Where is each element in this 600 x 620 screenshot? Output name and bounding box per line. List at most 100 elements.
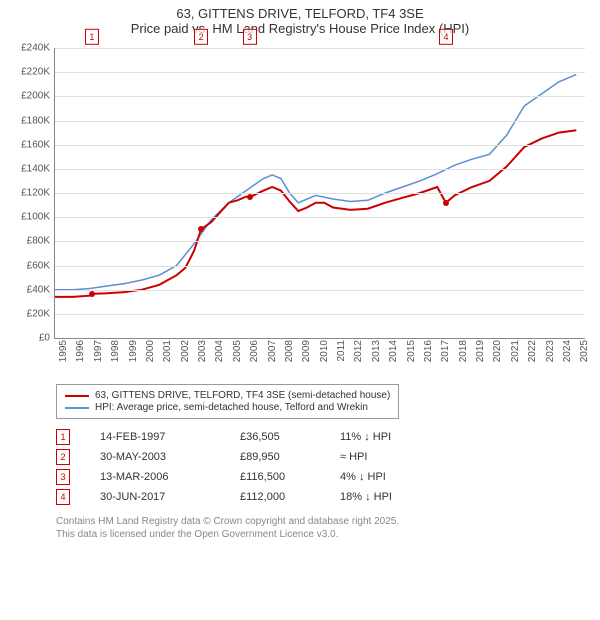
event-number: 4 <box>56 489 70 505</box>
x-axis-label: 2017 <box>440 340 451 370</box>
footer: Contains HM Land Registry data © Crown c… <box>56 515 600 547</box>
event-hpi: 4% ↓ HPI <box>340 471 460 483</box>
legend: 63, GITTENS DRIVE, TELFORD, TF4 3SE (sem… <box>56 384 399 419</box>
event-hpi: 18% ↓ HPI <box>340 491 460 503</box>
series-hpi <box>55 75 576 290</box>
x-axis-label: 2025 <box>579 340 590 370</box>
x-axis-label: 2009 <box>301 340 312 370</box>
marker-dot <box>198 226 204 232</box>
event-price: £112,000 <box>240 491 340 503</box>
x-axis-label: 2007 <box>267 340 278 370</box>
x-axis-label: 2004 <box>214 340 225 370</box>
legend-row: HPI: Average price, semi-detached house,… <box>65 402 390 413</box>
gridline <box>55 241 585 242</box>
x-axis-label: 2016 <box>423 340 434 370</box>
chart-area: 1234 £0 £20K £40K £60K £80K £100K £120K £140K £1… <box>10 38 590 378</box>
x-axis-label: 2003 <box>197 340 208 370</box>
x-axis-label: 1995 <box>58 340 69 370</box>
marker-label: 4 <box>439 29 453 45</box>
gridline <box>55 72 585 73</box>
x-axis-label: 2022 <box>527 340 538 370</box>
x-axis-label: 2018 <box>458 340 469 370</box>
gridline <box>55 314 585 315</box>
marker-label: 3 <box>243 29 257 45</box>
y-axis-label: £80K <box>10 236 50 247</box>
marker-dot <box>247 194 253 200</box>
x-axis-label: 2010 <box>319 340 330 370</box>
event-price: £116,500 <box>240 471 340 483</box>
event-number: 2 <box>56 449 70 465</box>
event-row: 3 13-MAR-2006£116,5004% ↓ HPI <box>56 469 600 485</box>
x-axis-label: 1998 <box>110 340 121 370</box>
gridline <box>55 169 585 170</box>
y-axis-label: £40K <box>10 284 50 295</box>
event-date: 30-JUN-2017 <box>100 491 240 503</box>
chart-container: 63, GITTENS DRIVE, TELFORD, TF4 3SE Pric… <box>0 0 600 547</box>
x-axis-label: 2015 <box>406 340 417 370</box>
x-axis-label: 2023 <box>545 340 556 370</box>
legend-row: 63, GITTENS DRIVE, TELFORD, TF4 3SE (sem… <box>65 390 390 401</box>
x-axis-label: 1996 <box>75 340 86 370</box>
x-axis-label: 2005 <box>232 340 243 370</box>
x-axis-label: 2019 <box>475 340 486 370</box>
event-date: 30-MAY-2003 <box>100 451 240 463</box>
x-axis-label: 2012 <box>353 340 364 370</box>
x-axis-label: 2000 <box>145 340 156 370</box>
y-axis-label: £180K <box>10 115 50 126</box>
x-axis-label: 1999 <box>128 340 139 370</box>
x-axis-label: 2011 <box>336 340 347 370</box>
event-date: 13-MAR-2006 <box>100 471 240 483</box>
y-axis-label: £200K <box>10 91 50 102</box>
gridline <box>55 217 585 218</box>
y-axis-label: £160K <box>10 139 50 150</box>
event-price: £89,950 <box>240 451 340 463</box>
event-row: 4 30-JUN-2017£112,00018% ↓ HPI <box>56 489 600 505</box>
marker-label: 2 <box>194 29 208 45</box>
event-row: 1 14-FEB-1997£36,50511% ↓ HPI <box>56 429 600 445</box>
y-axis-label: £100K <box>10 212 50 223</box>
x-axis-label: 2021 <box>510 340 521 370</box>
x-axis-label: 2001 <box>162 340 173 370</box>
event-hpi: 11% ↓ HPI <box>340 431 460 443</box>
plot-area: 1234 <box>54 48 585 339</box>
gridline <box>55 96 585 97</box>
event-number: 1 <box>56 429 70 445</box>
y-axis-label: £140K <box>10 163 50 174</box>
event-date: 14-FEB-1997 <box>100 431 240 443</box>
event-number: 3 <box>56 469 70 485</box>
y-axis-label: £0 <box>10 333 50 344</box>
x-axis-label: 2020 <box>492 340 503 370</box>
x-axis-label: 2002 <box>180 340 191 370</box>
gridline <box>55 266 585 267</box>
event-price: £36,505 <box>240 431 340 443</box>
series-price_paid <box>55 130 576 297</box>
event-row: 2 30-MAY-2003£89,950≈ HPI <box>56 449 600 465</box>
legend-label: HPI: Average price, semi-detached house,… <box>95 402 368 413</box>
x-axis-label: 2006 <box>249 340 260 370</box>
footer-line1: Contains HM Land Registry data © Crown c… <box>56 515 600 528</box>
y-axis-label: £120K <box>10 188 50 199</box>
y-axis-label: £220K <box>10 67 50 78</box>
x-axis-label: 2013 <box>371 340 382 370</box>
x-axis-label: 2008 <box>284 340 295 370</box>
event-hpi: ≈ HPI <box>340 451 460 463</box>
legend-swatch <box>65 407 89 409</box>
x-axis-label: 2024 <box>562 340 573 370</box>
x-axis-label: 1997 <box>93 340 104 370</box>
title-address: 63, GITTENS DRIVE, TELFORD, TF4 3SE <box>0 6 600 21</box>
gridline <box>55 290 585 291</box>
marker-dot <box>443 200 449 206</box>
y-axis-label: £60K <box>10 260 50 271</box>
gridline <box>55 193 585 194</box>
x-axis-label: 2014 <box>388 340 399 370</box>
gridline <box>55 145 585 146</box>
event-table: 1 14-FEB-1997£36,50511% ↓ HPI 2 30-MAY-2003… <box>56 429 600 505</box>
marker-label: 1 <box>85 29 99 45</box>
footer-line2: This data is licensed under the Open Gov… <box>56 528 600 541</box>
y-axis-label: £20K <box>10 308 50 319</box>
legend-swatch <box>65 395 89 397</box>
gridline <box>55 48 585 49</box>
y-axis-label: £240K <box>10 43 50 54</box>
gridline <box>55 121 585 122</box>
legend-label: 63, GITTENS DRIVE, TELFORD, TF4 3SE (sem… <box>95 390 390 401</box>
